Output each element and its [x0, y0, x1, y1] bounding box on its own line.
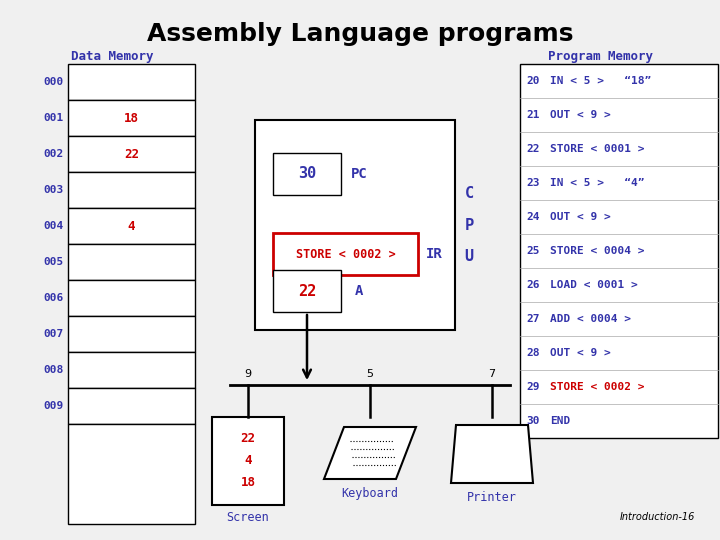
Bar	[68, 352, 195, 388]
Text: LOAD < 0001 >: LOAD < 0001 >	[550, 280, 638, 290]
Text: Printer: Printer	[467, 491, 517, 504]
Text: 003: 003	[44, 185, 64, 195]
Text: END: END	[550, 416, 570, 426]
Text: U: U	[464, 249, 474, 264]
Text: 18: 18	[240, 476, 256, 489]
Bar	[520, 64, 718, 438]
Text: IN < 5 >   “4”: IN < 5 > “4”	[550, 178, 644, 188]
Text: 008: 008	[44, 365, 64, 375]
Text: 28: 28	[526, 348, 539, 358]
Text: 7: 7	[488, 369, 495, 379]
Text: 005: 005	[44, 257, 64, 267]
Text: IN < 5 >   “18”: IN < 5 > “18”	[550, 76, 652, 86]
Text: Program Memory: Program Memory	[547, 50, 652, 63]
Bar	[68, 316, 195, 352]
Text: Keyboard: Keyboard	[341, 487, 398, 500]
Text: STORE < 0002 >: STORE < 0002 >	[296, 247, 395, 260]
Text: Screen: Screen	[227, 511, 269, 524]
Text: 002: 002	[44, 149, 64, 159]
Text: ADD < 0004 >: ADD < 0004 >	[550, 314, 631, 324]
Text: 22: 22	[298, 284, 316, 299]
Text: 4: 4	[244, 455, 252, 468]
Text: 29: 29	[526, 382, 539, 392]
Polygon shape	[451, 425, 533, 483]
Text: 9: 9	[244, 369, 251, 379]
Bar	[212, 417, 284, 505]
Text: 24: 24	[526, 212, 539, 222]
Text: 000: 000	[44, 77, 64, 87]
Text: 006: 006	[44, 293, 64, 303]
Text: Data Memory: Data Memory	[71, 50, 153, 63]
Text: 20: 20	[526, 76, 539, 86]
Text: 22: 22	[124, 147, 139, 160]
Bar	[273, 270, 341, 312]
Bar	[273, 153, 341, 195]
Text: 001: 001	[44, 113, 64, 123]
Text: STORE < 0002 >: STORE < 0002 >	[550, 382, 644, 392]
Text: 009: 009	[44, 401, 64, 411]
Text: Introduction-16: Introduction-16	[620, 512, 695, 522]
Text: STORE < 0004 >: STORE < 0004 >	[550, 246, 644, 256]
Text: 004: 004	[44, 221, 64, 231]
Text: PC: PC	[351, 167, 368, 181]
Text: OUT < 9 >: OUT < 9 >	[550, 110, 611, 120]
Text: IR: IR	[426, 247, 443, 261]
Text: 30: 30	[298, 166, 316, 181]
Polygon shape	[324, 427, 416, 479]
Text: OUT < 9 >: OUT < 9 >	[550, 348, 611, 358]
Text: 5: 5	[366, 369, 374, 379]
Bar	[68, 388, 195, 424]
Text: 4: 4	[127, 219, 135, 233]
Text: C: C	[464, 186, 474, 201]
Text: STORE < 0001 >: STORE < 0001 >	[550, 144, 644, 154]
Text: 22: 22	[526, 144, 539, 154]
Text: 27: 27	[526, 314, 539, 324]
Text: A: A	[355, 284, 364, 298]
Bar	[68, 100, 195, 136]
Text: OUT < 9 >: OUT < 9 >	[550, 212, 611, 222]
Bar	[68, 244, 195, 280]
Bar	[68, 64, 195, 100]
Bar	[68, 280, 195, 316]
Bar	[273, 233, 418, 275]
Bar	[68, 136, 195, 172]
Text: P: P	[464, 218, 474, 233]
Bar	[68, 208, 195, 244]
Bar	[68, 424, 195, 524]
Text: 26: 26	[526, 280, 539, 290]
Text: Assembly Language programs: Assembly Language programs	[147, 22, 573, 46]
Text: 23: 23	[526, 178, 539, 188]
Text: 21: 21	[526, 110, 539, 120]
Text: 30: 30	[526, 416, 539, 426]
Text: 25: 25	[526, 246, 539, 256]
Bar	[68, 172, 195, 208]
Text: 18: 18	[124, 111, 139, 125]
Bar	[255, 120, 455, 330]
Text: 007: 007	[44, 329, 64, 339]
Text: 22: 22	[240, 433, 256, 446]
